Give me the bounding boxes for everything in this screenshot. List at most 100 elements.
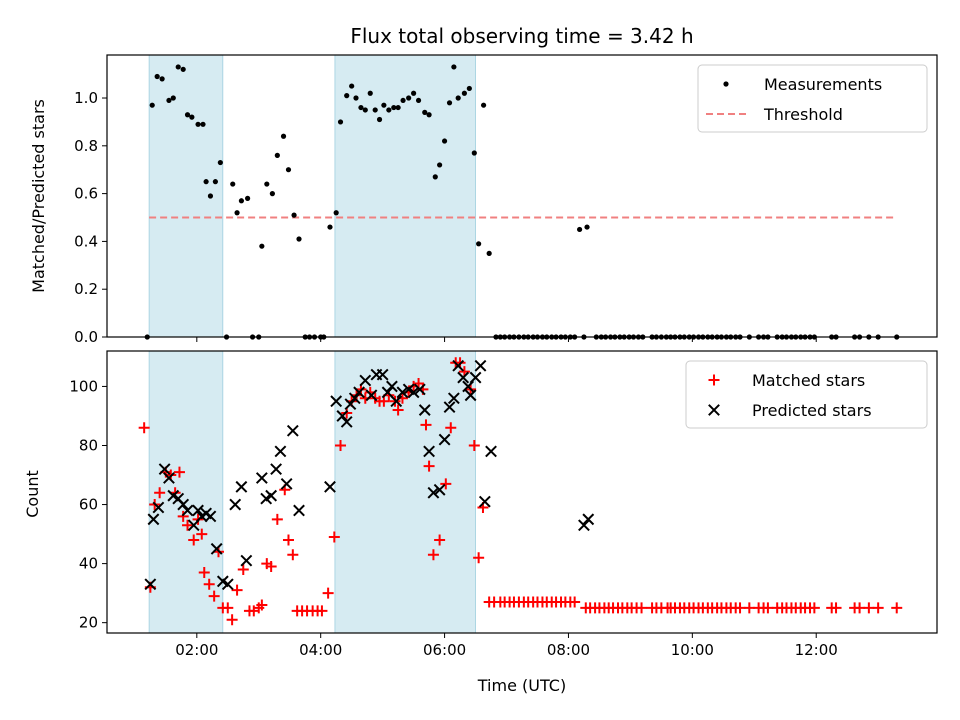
measurement-point (280, 133, 287, 139)
matched-star-point (173, 466, 185, 478)
measurement-point (200, 121, 206, 127)
y-tick-label: 0.0 (74, 328, 98, 346)
measurement-point (207, 193, 214, 199)
predicted-star-point (265, 489, 278, 502)
measurement-point (180, 66, 186, 72)
measurement-point (480, 102, 487, 108)
y-tick-label: 0.6 (74, 185, 98, 203)
predicted-star-point (386, 380, 398, 393)
predicted-star-point (204, 510, 217, 523)
measurement-point (333, 210, 339, 216)
measurement-point (166, 97, 172, 104)
matched-star-point (743, 602, 755, 614)
predicted-star-point (578, 519, 590, 532)
matched-star-point (287, 549, 299, 561)
predicted-star-point (418, 404, 431, 416)
predicted-star-point (376, 368, 389, 381)
measurement-point (455, 95, 461, 101)
matched-star-point (872, 602, 884, 614)
predicted-star-point (427, 486, 440, 499)
y-tick-label: 0.2 (74, 280, 98, 298)
measurement-point (432, 174, 438, 180)
y-tick-label: 1.0 (74, 89, 98, 107)
measurement-point (441, 138, 448, 144)
legend: Measurements Threshold (697, 64, 928, 133)
predicted-star-point (344, 398, 357, 411)
measurement-point (451, 64, 457, 70)
xlabel: Time (UTC) (477, 676, 566, 695)
matched-star-point (208, 590, 220, 602)
matched-star-point (473, 552, 485, 564)
measurement-point (259, 243, 265, 249)
measurement-point (349, 83, 355, 89)
matched-star-point (198, 566, 210, 578)
legend-label: Matched stars (752, 371, 865, 390)
predicted-star-point (192, 504, 204, 517)
matched-star-point (423, 460, 435, 472)
predicted-star-point (413, 383, 426, 396)
measurement-point (400, 97, 406, 104)
matched-star-point (863, 602, 875, 614)
axes-frame (106, 350, 938, 634)
predicted-star-point (210, 542, 223, 555)
matched-star-point (265, 561, 277, 573)
measurement-point (471, 150, 477, 156)
legend-box (697, 64, 928, 133)
legend-handle-predicted (708, 404, 720, 416)
y-tick-label: 100 (69, 377, 98, 395)
x-tick-label: 04:00 (299, 641, 342, 659)
matched-star-point (636, 602, 648, 614)
matched-star-point (182, 519, 194, 531)
predicted-star-point (474, 359, 487, 372)
measurement-point (584, 224, 590, 230)
predicted-star-point (359, 374, 372, 387)
measurement-point (217, 159, 223, 166)
matched-star-point (440, 478, 452, 490)
predicted-star-point (452, 359, 465, 372)
predicted-star-point (381, 386, 394, 399)
matched-star-point (434, 534, 446, 546)
predicted-star-point (365, 389, 378, 402)
predicted-star-point (390, 395, 403, 408)
predicted-star-point (152, 501, 165, 514)
matched-star-point (237, 564, 249, 576)
x-tick-label: 02:00 (175, 641, 218, 659)
bottom-ylabel: Count (23, 470, 42, 518)
measurement-point (212, 179, 218, 185)
legend-label: Predicted stars (752, 401, 872, 420)
measurement-point (577, 226, 583, 233)
matched-star-point (231, 584, 243, 596)
x-tick-label: 10:00 (671, 641, 714, 659)
matched-star-point (734, 602, 746, 614)
legend-label: Measurements (764, 75, 882, 94)
predicted-star-point (270, 463, 283, 476)
predicted-star-point (286, 424, 299, 437)
measurement-point (184, 112, 191, 118)
predicted-star-point (423, 445, 435, 458)
predicted-star-point (443, 401, 456, 414)
measurement-point (159, 76, 165, 82)
matched-star-point (854, 602, 866, 614)
measurement-point (245, 195, 251, 201)
measurement-point (154, 73, 160, 80)
measurement-point (189, 114, 195, 120)
measurement-point (269, 191, 275, 197)
matched-star-point (203, 578, 215, 590)
matched-star-point (392, 404, 404, 416)
matched-star-point (569, 596, 581, 608)
matched-star-point (222, 602, 234, 614)
measurement-point (415, 97, 422, 104)
predicted-star-point (433, 483, 446, 496)
predicted-star-point (478, 495, 491, 508)
measurement-point (344, 93, 350, 99)
predicted-star-point (293, 504, 305, 517)
measurement-point (170, 95, 176, 101)
matched-star-point (138, 422, 150, 434)
matched-star-point (445, 422, 457, 434)
legend-box (685, 360, 928, 429)
measurement-point (285, 167, 292, 173)
predicted-star-point (348, 392, 361, 405)
predicted-star-point (158, 463, 171, 476)
top-panel-ratio: 0.0 0.2 0.4 0.6 0.8 1.0 Measurements Threshold (74, 54, 938, 346)
